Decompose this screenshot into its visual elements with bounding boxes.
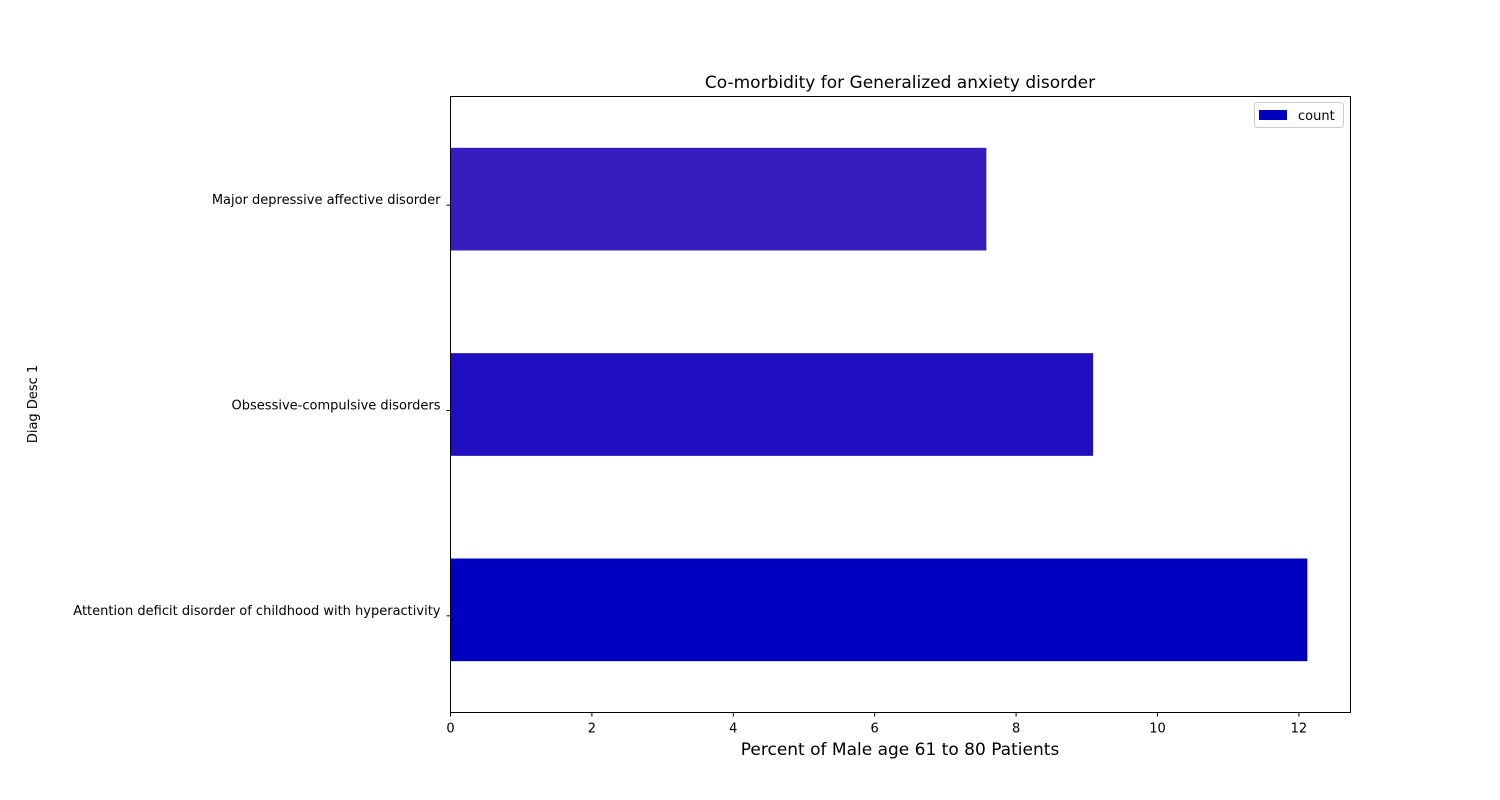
y-tick-label: Major depressive affective disorder	[212, 193, 441, 208]
y-ticks-group: Attention deficit disorder of childhood …	[73, 193, 451, 619]
x-tick-label: 8	[1012, 722, 1020, 737]
x-ticks-group: 0 2 4 6 8 10 12	[446, 712, 1308, 737]
legend-box	[1254, 102, 1344, 128]
legend: count	[1254, 102, 1344, 128]
bar	[450, 558, 1308, 662]
plot-frame	[450, 96, 1351, 713]
bar	[450, 147, 987, 251]
legend-label: count	[1298, 109, 1335, 124]
y-tick-label: Attention deficit disorder of childhood …	[73, 604, 441, 619]
x-tick-label: 4	[729, 722, 737, 737]
y-tick-label: Obsessive-compulsive disorders	[232, 399, 441, 414]
x-tick-label: 12	[1291, 722, 1308, 737]
x-tick-label: 0	[446, 722, 454, 737]
bar	[450, 353, 1094, 456]
x-tick-label: 2	[588, 722, 596, 737]
bars-group	[450, 147, 1308, 662]
y-axis-label: Diag Desc 1	[26, 365, 41, 443]
legend-swatch	[1259, 110, 1287, 120]
chart-title: Co-morbidity for Generalized anxiety dis…	[705, 73, 1095, 93]
x-tick-label: 6	[871, 722, 879, 737]
x-tick-label: 10	[1149, 722, 1166, 737]
x-axis-label: Percent of Male age 61 to 80 Patients	[741, 740, 1060, 760]
